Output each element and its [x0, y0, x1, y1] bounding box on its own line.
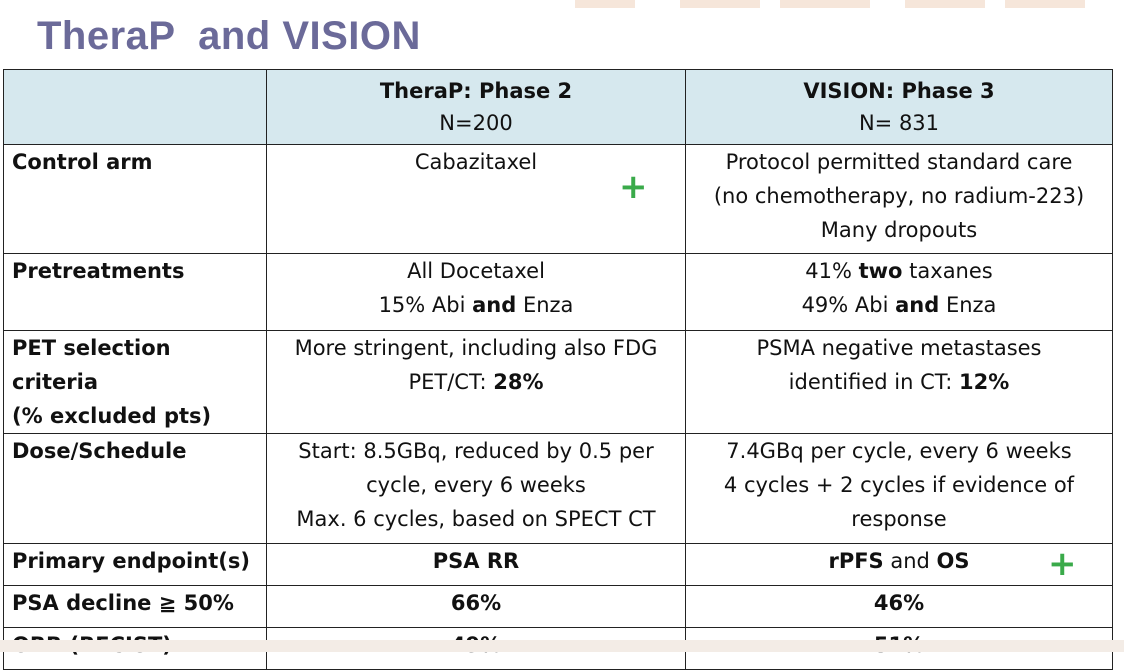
text-part: taxanes	[902, 259, 993, 283]
vision-pretreat-cell: 41% two taxanes 49% Abi and Enza	[685, 253, 1113, 331]
cell-text: All Docetaxel	[407, 259, 545, 283]
row-pretreatments: Pretreatments All Docetaxel 15% Abi and …	[3, 253, 1113, 331]
therap-n: N=200	[439, 111, 513, 135]
label-line: (% excluded pts)	[12, 404, 212, 428]
cell-text: Max. 6 cycles, based on SPECT CT	[296, 507, 656, 531]
label-line: PET selection criteria	[12, 336, 171, 394]
cell-text: Start: 8.5GBq, reduced by 0.5 per	[298, 439, 654, 463]
text-bold: two	[858, 259, 903, 283]
cell-text: Protocol permitted standard care	[725, 150, 1073, 174]
cell-text: identified in CT: 12%	[694, 365, 1104, 399]
vision-psa-cell: 46%	[685, 585, 1113, 628]
cell-text: 4 cycles + 2 cycles if evidence of	[723, 473, 1075, 497]
cell-text: 41% two taxanes	[694, 254, 1104, 288]
header-therap: TheraP: Phase 2 N=200	[266, 69, 686, 145]
therap-control-cell: Cabazitaxel +	[266, 144, 686, 254]
text-bold: OS	[936, 549, 970, 573]
text-part: Enza	[516, 293, 574, 317]
header-vision: VISION: Phase 3 N= 831	[685, 69, 1113, 145]
cell-text: PSMA negative metastases	[756, 336, 1042, 360]
text-part: identified in CT:	[788, 370, 960, 394]
cell-text: PET/CT: 28%	[275, 365, 677, 399]
therap-pretreat-cell: All Docetaxel 15% Abi and Enza	[266, 253, 686, 331]
header-empty-cell	[3, 69, 267, 145]
cell-text: 7.4GBq per cycle, every 6 weeks	[726, 439, 1072, 463]
row-label: Pretreatments	[3, 253, 267, 331]
decor-strip	[905, 0, 985, 8]
cell-text: response	[851, 507, 947, 531]
row-primary-endpoint: Primary endpoint(s) PSA RR rPFS and OS +	[3, 543, 1113, 586]
text-part: 49% Abi	[801, 293, 896, 317]
row-psa-decline: PSA decline ≧ 50% 66% 46%	[3, 585, 1113, 628]
plus-icon: +	[619, 167, 648, 207]
therap-pet-cell: More stringent, including also FDG PET/C…	[266, 330, 686, 434]
cell-text: Cabazitaxel	[414, 150, 538, 174]
bottom-band	[0, 640, 1124, 652]
row-control-arm: Control arm Cabazitaxel + Protocol permi…	[3, 144, 1113, 254]
text-bold: and	[895, 293, 940, 317]
row-label: PET selection criteria (% excluded pts)	[3, 330, 267, 434]
vision-title: VISION: Phase 3	[803, 79, 995, 103]
text-part: 41%	[805, 259, 859, 283]
row-pet-selection: PET selection criteria (% excluded pts) …	[3, 330, 1113, 434]
row-label: Dose/Schedule	[3, 433, 267, 544]
therap-psa-cell: 66%	[266, 585, 686, 628]
decor-strip	[575, 0, 635, 8]
header-row: TheraP: Phase 2 N=200 VISION: Phase 3 N=…	[3, 69, 1113, 145]
decor-strip	[680, 0, 760, 8]
cell-text: Many dropouts	[820, 218, 978, 242]
cell-text: (no chemotherapy, no radium-223)	[713, 184, 1085, 208]
slide-title: TheraP and VISION	[37, 14, 421, 58]
therap-primary-cell: PSA RR	[266, 543, 686, 586]
text-part: 15% Abi	[378, 293, 473, 317]
comparison-table-container: TheraP: Phase 2 N=200 VISION: Phase 3 N=…	[3, 69, 1113, 670]
comparison-table: TheraP: Phase 2 N=200 VISION: Phase 3 N=…	[3, 69, 1113, 670]
text-bold: rPFS	[828, 549, 884, 573]
vision-pet-cell: PSMA negative metastases identified in C…	[685, 330, 1113, 434]
text-bold: 12%	[959, 370, 1010, 394]
vision-primary-cell: rPFS and OS +	[685, 543, 1113, 586]
text-bold: and	[472, 293, 517, 317]
text-part: PET/CT:	[408, 370, 494, 394]
text-part: Enza	[939, 293, 997, 317]
therap-dose-cell: Start: 8.5GBq, reduced by 0.5 per cycle,…	[266, 433, 686, 544]
vision-control-cell: Protocol permitted standard care (no che…	[685, 144, 1113, 254]
therap-title: TheraP: Phase 2	[379, 79, 573, 103]
row-dose-schedule: Dose/Schedule Start: 8.5GBq, reduced by …	[3, 433, 1113, 544]
vision-dose-cell: 7.4GBq per cycle, every 6 weeks 4 cycles…	[685, 433, 1113, 544]
plus-icon: +	[1048, 544, 1077, 584]
cell-text: 49% Abi and Enza	[694, 288, 1104, 322]
row-label: Control arm	[3, 144, 267, 254]
row-label: PSA decline ≧ 50%	[3, 585, 267, 628]
row-label: Primary endpoint(s)	[3, 543, 267, 586]
decor-strip	[1005, 0, 1085, 8]
text-part: and	[883, 549, 937, 573]
cell-text: More stringent, including also FDG	[294, 336, 658, 360]
cell-text: 15% Abi and Enza	[275, 288, 677, 322]
cell-text: cycle, every 6 weeks	[366, 473, 586, 497]
text-bold: 28%	[493, 370, 544, 394]
vision-n: N= 831	[858, 111, 940, 135]
decor-strip	[780, 0, 870, 8]
